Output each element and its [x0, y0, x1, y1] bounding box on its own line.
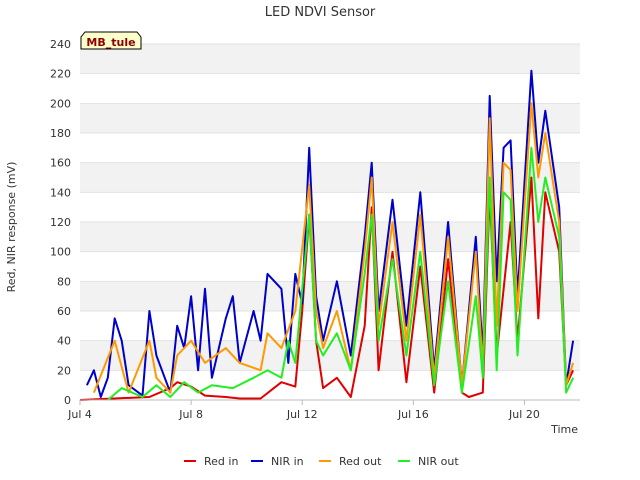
y-tick-label: 200	[50, 97, 71, 110]
legend-label-nir-out: NIR out	[418, 455, 459, 468]
y-tick-label: 40	[57, 335, 71, 348]
y-tick-label: 100	[50, 246, 71, 259]
x-tick-label: Jul 12	[286, 408, 318, 421]
y-tick-label: 80	[57, 275, 71, 288]
chart-title: LED NDVI Sensor	[265, 5, 376, 20]
x-ticks: Jul 4 Jul 8 Jul 12 Jul 16 Jul 20	[67, 400, 540, 421]
series-line-red-out	[92, 102, 575, 394]
x-tick-label: Jul 16	[397, 408, 429, 421]
series-line-nir-out	[107, 146, 575, 401]
grid-band	[80, 162, 580, 193]
series-layer	[79, 69, 575, 401]
x-tick-label: Jul 8	[178, 408, 203, 421]
x-axis-label: Time	[550, 423, 578, 436]
y-tick-label: 0	[64, 394, 71, 407]
y-tick-label: 220	[50, 68, 71, 81]
grid-band	[80, 222, 580, 252]
y-tick-label: 180	[50, 127, 71, 140]
y-tick-label: 160	[50, 157, 71, 170]
x-tick-label: Jul 20	[508, 408, 540, 421]
grid-band	[80, 133, 580, 163]
y-tick-label: 20	[57, 364, 71, 377]
y-tick-label: 120	[50, 216, 71, 229]
grid-band	[80, 103, 580, 133]
y-tick-label: 140	[50, 186, 71, 199]
site-tag-box	[80, 31, 142, 50]
grid-band	[80, 311, 580, 341]
y-tick-label: 240	[50, 38, 71, 51]
grid-band	[80, 192, 580, 222]
grid-band	[80, 281, 580, 311]
legend: Red in NIR in Red out NIR out	[184, 455, 459, 468]
legend-label-nir-in: NIR in	[271, 455, 304, 468]
grid-band	[80, 73, 580, 104]
legend-label-red-in: Red in	[204, 455, 238, 468]
site-tag-label: MB_tule	[86, 36, 135, 49]
legend-label-red-out: Red out	[339, 455, 382, 468]
grid-band	[80, 44, 580, 74]
y-ticks: 0 20 40 60 80 100 120 140 160 180 200 220 240	[50, 38, 71, 407]
x-tick-label: Jul 4	[67, 408, 92, 421]
site-tag: MB_tule	[80, 31, 142, 50]
y-tick-label: 60	[57, 305, 71, 318]
y-axis-label: Red, NIR response (mV)	[5, 162, 18, 293]
